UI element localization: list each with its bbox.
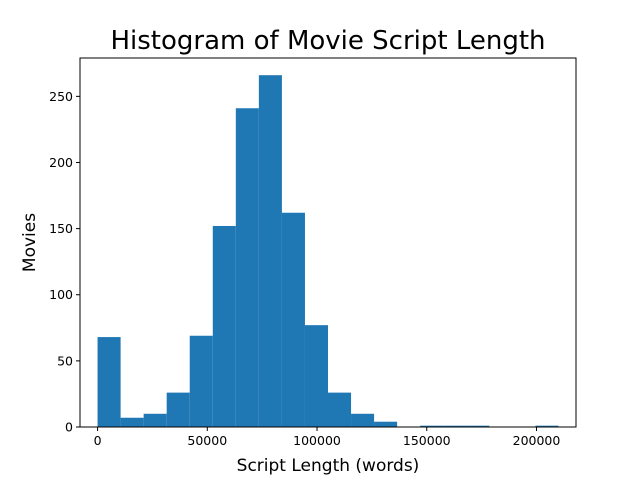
- histogram-bar: [166, 392, 190, 427]
- y-axis-ticks: 0 50 100 150 200 250: [49, 89, 80, 435]
- histogram-bar: [304, 325, 328, 427]
- histogram-bar: [535, 425, 559, 427]
- histogram-bar: [143, 413, 167, 427]
- histogram-bar: [374, 421, 398, 427]
- y-tick-label: 150: [49, 221, 73, 236]
- histogram-bar: [281, 212, 305, 427]
- x-axis-label: Script Length (words): [237, 456, 420, 476]
- x-tick-label: 50000: [187, 433, 227, 448]
- x-tick-label: 100000: [293, 433, 341, 448]
- histogram-bar: [235, 108, 259, 428]
- x-tick-label: 200000: [513, 433, 561, 448]
- y-axis-label: Movies: [20, 213, 40, 272]
- x-tick-label: 150000: [403, 433, 451, 448]
- histogram-bar: [443, 425, 467, 427]
- histogram-bar: [212, 225, 236, 427]
- y-tick-label: 250: [49, 89, 73, 104]
- histogram-bar: [328, 392, 352, 427]
- histogram-bar: [466, 425, 490, 427]
- x-axis-ticks: 0 50000 100000 150000 200000: [94, 427, 561, 448]
- y-tick-label: 0: [65, 420, 73, 435]
- histogram-bar: [120, 417, 144, 427]
- histogram-bar: [97, 337, 121, 427]
- y-tick-label: 50: [57, 353, 73, 368]
- chart-title: Histogram of Movie Script Length: [110, 26, 545, 56]
- histogram-bar: [258, 75, 282, 428]
- y-tick-label: 100: [49, 287, 73, 302]
- bars-group: [97, 75, 559, 428]
- histogram-bar: [351, 413, 375, 427]
- x-tick-label: 0: [94, 433, 102, 448]
- y-tick-label: 200: [49, 155, 73, 170]
- plot-frame: [79, 57, 577, 428]
- histogram-bar: [189, 335, 213, 427]
- histogram-bar: [420, 425, 444, 427]
